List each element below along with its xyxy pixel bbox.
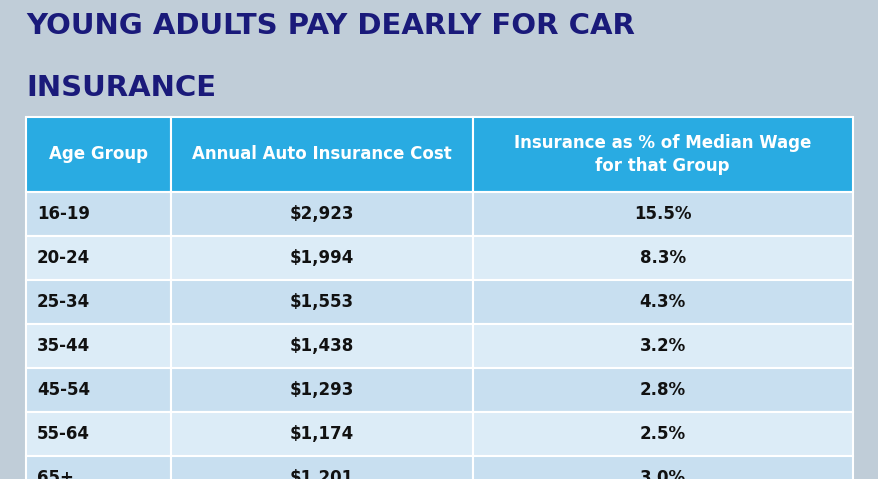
Text: $1,438: $1,438 xyxy=(290,337,354,355)
Bar xyxy=(472,456,852,479)
Text: $1,553: $1,553 xyxy=(290,293,354,311)
Text: 35-44: 35-44 xyxy=(37,337,90,355)
Bar xyxy=(26,456,170,479)
Bar xyxy=(472,192,852,236)
Bar xyxy=(170,412,472,456)
Bar xyxy=(472,236,852,280)
Bar xyxy=(26,280,170,324)
Bar xyxy=(472,324,852,368)
Text: Insurance as % of Median Wage
for that Group: Insurance as % of Median Wage for that G… xyxy=(514,134,810,175)
Text: $1,293: $1,293 xyxy=(289,381,354,399)
Text: 15.5%: 15.5% xyxy=(633,205,691,223)
Text: $1,994: $1,994 xyxy=(289,249,354,267)
Bar xyxy=(170,324,472,368)
Bar xyxy=(170,117,472,192)
Text: 25-34: 25-34 xyxy=(37,293,90,311)
Text: 65+: 65+ xyxy=(37,469,74,479)
Bar xyxy=(26,368,170,412)
Text: $1,174: $1,174 xyxy=(290,425,354,443)
Text: Age Group: Age Group xyxy=(49,146,148,163)
Text: 45-54: 45-54 xyxy=(37,381,90,399)
Bar xyxy=(472,412,852,456)
Text: 2.5%: 2.5% xyxy=(639,425,685,443)
Text: 2.8%: 2.8% xyxy=(639,381,685,399)
Text: 3.0%: 3.0% xyxy=(639,469,685,479)
Text: INSURANCE: INSURANCE xyxy=(26,74,216,102)
Text: 4.3%: 4.3% xyxy=(638,293,685,311)
Bar xyxy=(170,192,472,236)
Bar xyxy=(26,192,170,236)
Text: 3.2%: 3.2% xyxy=(638,337,685,355)
Text: $1,201: $1,201 xyxy=(290,469,354,479)
Bar xyxy=(170,368,472,412)
Text: 8.3%: 8.3% xyxy=(639,249,685,267)
Bar xyxy=(170,456,472,479)
Text: 20-24: 20-24 xyxy=(37,249,90,267)
Text: 16-19: 16-19 xyxy=(37,205,90,223)
Bar xyxy=(170,236,472,280)
Text: Annual Auto Insurance Cost: Annual Auto Insurance Cost xyxy=(191,146,451,163)
Bar xyxy=(170,280,472,324)
Bar xyxy=(26,324,170,368)
Bar xyxy=(472,280,852,324)
Bar xyxy=(26,117,170,192)
Text: $2,923: $2,923 xyxy=(289,205,354,223)
Bar xyxy=(472,117,852,192)
Bar xyxy=(26,412,170,456)
Text: YOUNG ADULTS PAY DEARLY FOR CAR: YOUNG ADULTS PAY DEARLY FOR CAR xyxy=(26,12,635,40)
Bar xyxy=(26,236,170,280)
Text: 55-64: 55-64 xyxy=(37,425,90,443)
Bar xyxy=(472,368,852,412)
